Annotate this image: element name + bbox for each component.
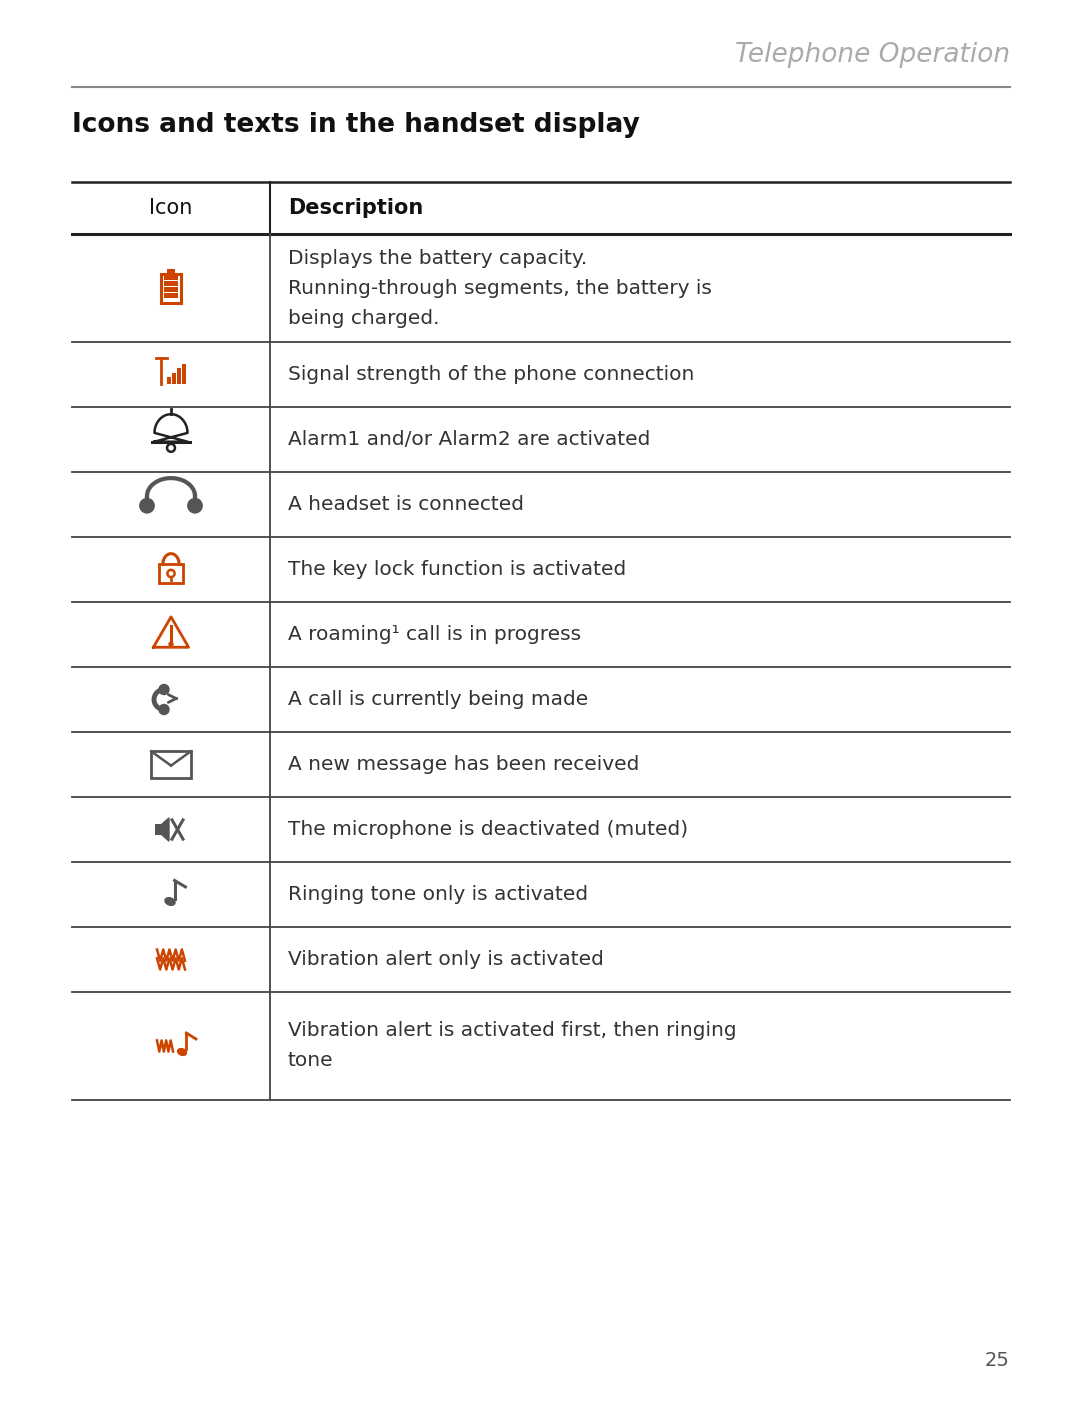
FancyBboxPatch shape — [164, 287, 178, 292]
Text: Signal strength of the phone connection: Signal strength of the phone connection — [288, 364, 694, 384]
FancyBboxPatch shape — [164, 294, 178, 298]
Text: Displays the battery capacity.: Displays the battery capacity. — [288, 249, 588, 267]
Text: A new message has been received: A new message has been received — [288, 755, 639, 774]
Circle shape — [139, 498, 154, 513]
Text: tone: tone — [288, 1052, 334, 1070]
Circle shape — [188, 498, 202, 513]
Text: The microphone is deactivated (muted): The microphone is deactivated (muted) — [288, 820, 688, 839]
Text: Vibration alert only is activated: Vibration alert only is activated — [288, 950, 604, 969]
Text: A call is currently being made: A call is currently being made — [288, 690, 589, 709]
Text: being charged.: being charged. — [288, 308, 440, 328]
Text: The key lock function is activated: The key lock function is activated — [288, 561, 626, 579]
FancyBboxPatch shape — [164, 281, 178, 285]
Text: Description: Description — [288, 198, 423, 217]
Text: 25: 25 — [985, 1351, 1010, 1370]
Text: Vibration alert is activated first, then ringing: Vibration alert is activated first, then… — [288, 1021, 737, 1041]
FancyBboxPatch shape — [172, 373, 176, 384]
Text: Icons and texts in the handset display: Icons and texts in the handset display — [72, 112, 639, 138]
FancyBboxPatch shape — [167, 270, 175, 274]
Ellipse shape — [165, 898, 175, 905]
FancyBboxPatch shape — [183, 364, 187, 384]
Circle shape — [159, 685, 168, 695]
FancyBboxPatch shape — [164, 275, 178, 280]
Polygon shape — [162, 818, 168, 842]
Ellipse shape — [177, 1049, 187, 1055]
Text: A headset is connected: A headset is connected — [288, 496, 524, 514]
Text: Icon: Icon — [149, 198, 192, 217]
FancyBboxPatch shape — [177, 369, 181, 384]
Text: Running-through segments, the battery is: Running-through segments, the battery is — [288, 278, 712, 298]
Circle shape — [168, 642, 173, 647]
FancyBboxPatch shape — [167, 377, 172, 384]
Text: Telephone Operation: Telephone Operation — [734, 42, 1010, 68]
Text: Alarm1 and/or Alarm2 are activated: Alarm1 and/or Alarm2 are activated — [288, 431, 650, 449]
Text: Ringing tone only is activated: Ringing tone only is activated — [288, 885, 589, 904]
FancyBboxPatch shape — [156, 823, 162, 834]
Text: A roaming¹ call is in progress: A roaming¹ call is in progress — [288, 626, 581, 644]
Circle shape — [159, 705, 168, 714]
